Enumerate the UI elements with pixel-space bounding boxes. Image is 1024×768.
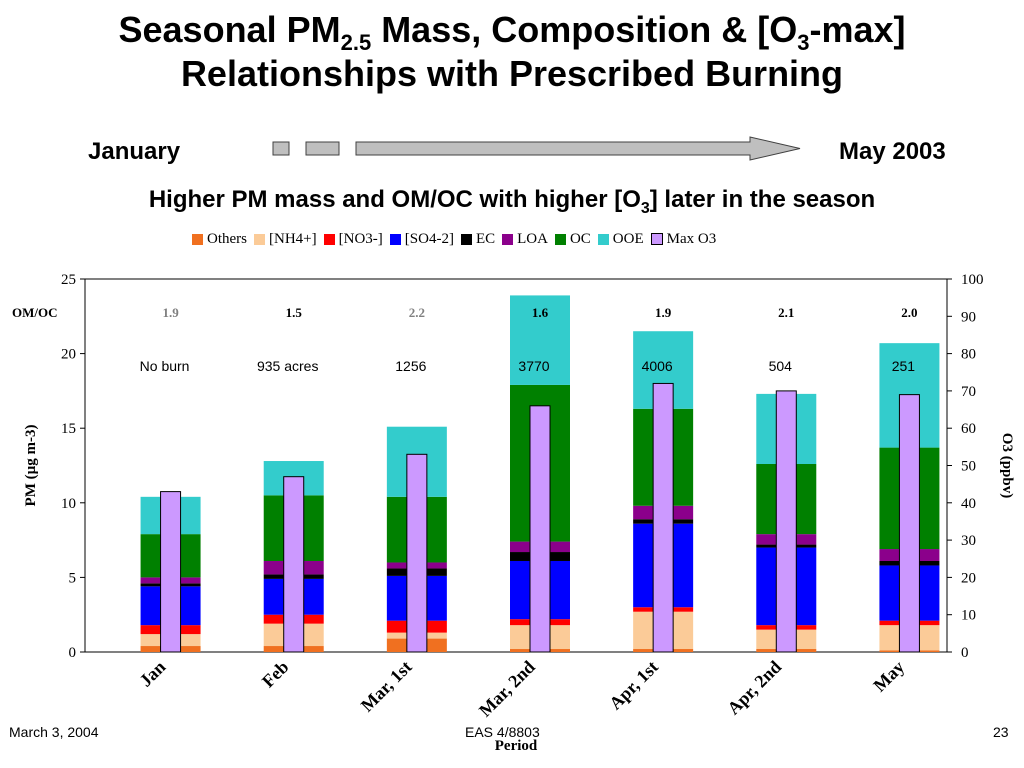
timeline-start-label: January xyxy=(88,138,181,165)
om-oc-value: 2.0 xyxy=(901,305,917,320)
legend-item: [NO3-] xyxy=(323,230,383,248)
burned-acres-label: 935 acres xyxy=(257,358,318,374)
legend-item: Max O3 xyxy=(650,230,717,248)
timeline-block-1 xyxy=(272,141,290,156)
slide-subtitle: Higher PM mass and OM/OC with higher [O3… xyxy=(148,186,876,217)
burned-acres-label: 3770 xyxy=(518,358,549,374)
timeline-arrow-shape xyxy=(355,136,801,161)
om-oc-value: 2.2 xyxy=(409,305,425,320)
y-tick-label: 20 xyxy=(61,347,76,363)
category-label: Mar, 2nd xyxy=(475,657,539,721)
y-axis-title: PM (µg m-3) xyxy=(23,425,39,507)
y-tick-label: 5 xyxy=(69,570,77,586)
legend-item: [NH4+] xyxy=(254,231,317,248)
title-line-2: Relationships with Prescribed Burning xyxy=(180,53,844,94)
y2-tick-label: 20 xyxy=(961,570,976,586)
category-label: Apr, 1st xyxy=(605,657,662,714)
timeline-block-2 xyxy=(305,141,340,156)
burned-acres-label: 4006 xyxy=(642,358,673,374)
om-oc-value: 2.1 xyxy=(778,305,794,320)
y2-tick-label: 60 xyxy=(961,421,976,437)
y-tick-label: 0 xyxy=(69,645,77,661)
om-oc-value: 1.5 xyxy=(286,305,303,320)
legend-label: [NO3-] xyxy=(338,230,383,247)
o3-bar xyxy=(529,405,551,653)
timeline-end-label: May 2003 xyxy=(839,138,946,165)
legend-label: Max O3 xyxy=(666,230,717,247)
y2-tick-label: 30 xyxy=(961,533,976,549)
y-tick-label: 25 xyxy=(61,272,76,288)
legend-item: LOA xyxy=(502,231,548,248)
y2-tick-label: 10 xyxy=(961,608,976,624)
legend-label: [NH4+] xyxy=(269,230,317,247)
legend-swatch xyxy=(323,233,335,245)
o3-bar xyxy=(406,453,428,653)
burned-acres-label: 1256 xyxy=(395,358,426,374)
legend-item: OOE xyxy=(597,230,644,248)
o3-bar xyxy=(160,491,182,653)
slide-title: Seasonal PM2.5 Mass, Composition & [O3-m… xyxy=(0,8,1024,96)
o3-bar xyxy=(652,382,674,653)
y2-axis-title: O3 (ppbv) xyxy=(999,433,1015,498)
om-oc-value: 1.9 xyxy=(162,305,179,320)
category-label: Feb xyxy=(258,657,293,692)
y2-tick-label: 70 xyxy=(961,384,976,400)
y2-tick-label: 40 xyxy=(961,496,976,512)
legend-swatch xyxy=(650,233,663,245)
y2-tick-label: 80 xyxy=(961,347,976,363)
y2-tick-label: 0 xyxy=(961,645,969,661)
legend-swatch xyxy=(254,233,265,245)
legend-swatch xyxy=(502,233,514,245)
om-oc-value: 1.9 xyxy=(655,305,672,320)
legend-swatch xyxy=(554,233,566,245)
om-oc-label: OM/OC xyxy=(12,305,58,320)
y-tick-label: 15 xyxy=(61,421,76,437)
footer-page-number: 23 xyxy=(993,724,1009,740)
y-tick-label: 10 xyxy=(61,496,76,512)
legend-swatch xyxy=(460,233,472,245)
o3-bar xyxy=(283,476,305,653)
title-line-1: Seasonal PM2.5 Mass, Composition & [O3-m… xyxy=(118,9,906,56)
legend-item: [SO4-2] xyxy=(389,230,454,248)
legend-label: EC xyxy=(475,230,496,247)
legend-item: OC xyxy=(554,230,591,248)
chart-legend: Others [NH4+] [NO3-] [SO4-2] EC LOA OC OOE Max O… xyxy=(192,229,723,249)
o3-bar xyxy=(775,390,797,653)
y2-tick-label: 100 xyxy=(961,272,984,288)
burned-acres-label: 504 xyxy=(769,358,793,374)
legend-label: Others xyxy=(207,230,247,247)
legend-label: LOA xyxy=(517,230,548,247)
legend-item: Others xyxy=(192,231,247,248)
x-axis-title: Period xyxy=(495,738,538,754)
footer-date: March 3, 2004 xyxy=(9,724,99,740)
y2-tick-label: 90 xyxy=(961,309,976,325)
legend-swatch xyxy=(192,233,203,245)
y2-tick-label: 50 xyxy=(961,459,976,475)
category-label: Apr, 2nd xyxy=(723,657,785,719)
o3-bar xyxy=(898,394,920,653)
legend-item: EC xyxy=(460,230,496,248)
legend-label: OC xyxy=(569,230,591,247)
category-label: Mar, 1st xyxy=(357,657,416,716)
footer-course: EAS 4/8803 xyxy=(465,724,540,740)
legend-label: OOE xyxy=(612,230,644,247)
legend-label: [SO4-2] xyxy=(404,230,454,247)
category-label: May xyxy=(869,657,908,696)
bar-segment xyxy=(510,295,570,385)
category-label: Jan xyxy=(135,657,169,691)
legend-swatch xyxy=(389,233,401,245)
burned-acres-label: 251 xyxy=(892,358,916,374)
legend-swatch xyxy=(597,233,609,245)
om-oc-value: 1.6 xyxy=(532,305,549,320)
burned-acres-label: No burn xyxy=(140,358,190,374)
